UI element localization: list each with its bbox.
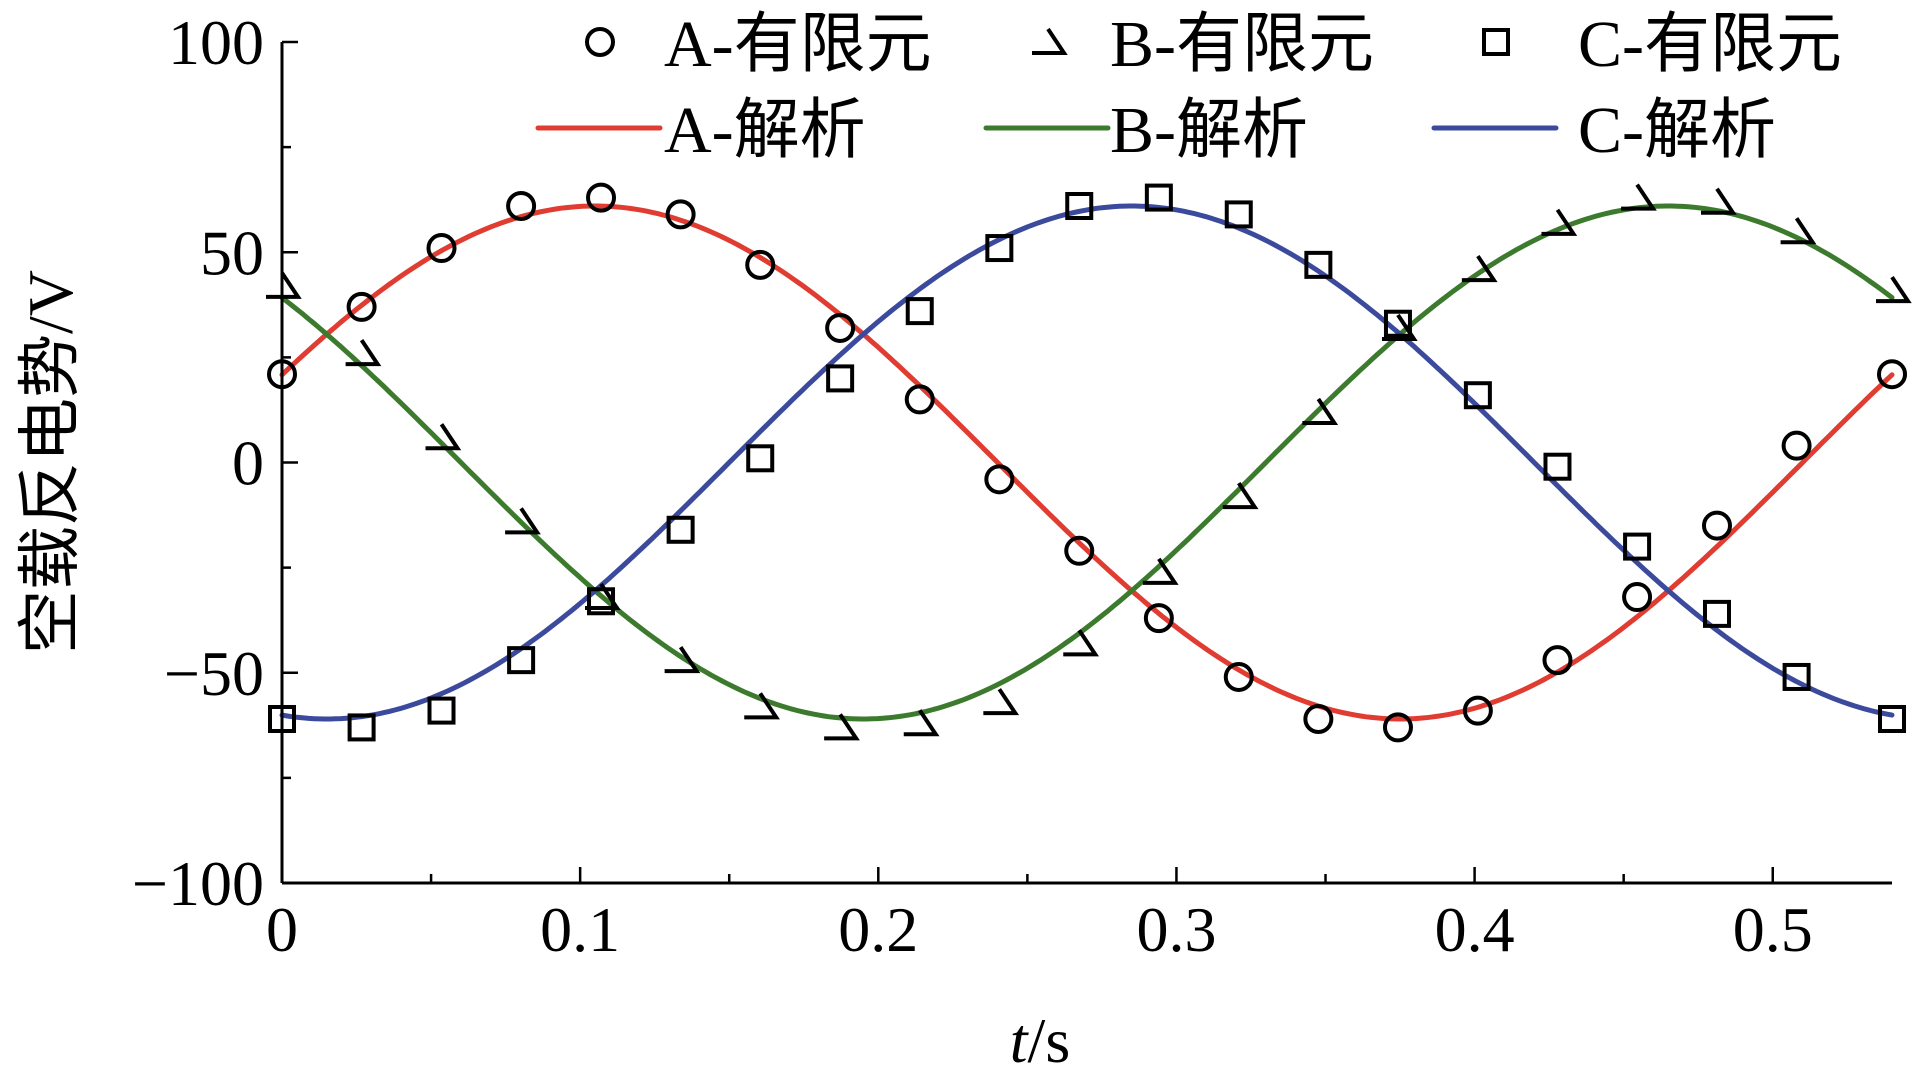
marker-c-fem bbox=[1543, 452, 1572, 481]
marker-a-fem bbox=[745, 249, 776, 280]
marker-b-fem bbox=[1541, 208, 1578, 236]
marker-a-fem bbox=[665, 199, 696, 230]
marker-b-fem bbox=[983, 688, 1020, 716]
axes bbox=[280, 42, 1892, 885]
marker-c-fem bbox=[1702, 599, 1731, 628]
marker-a-fem bbox=[1143, 603, 1174, 634]
marker-c-fem bbox=[905, 297, 934, 326]
legend-symbol-c-fem bbox=[1482, 28, 1510, 56]
marker-a-fem bbox=[1542, 645, 1573, 676]
legend-label-a-analytic: A-解析 bbox=[664, 94, 866, 167]
marker-a-fem bbox=[1223, 661, 1254, 692]
x-tick-label: 0.2 bbox=[838, 894, 918, 965]
legend-label-b-analytic: B-解析 bbox=[1110, 94, 1308, 167]
marker-a-fem bbox=[346, 291, 377, 322]
marker-c-fem bbox=[347, 713, 376, 742]
marker-a-fem bbox=[1303, 704, 1334, 735]
marker-c-fem bbox=[1304, 250, 1333, 279]
marker-b-fem bbox=[345, 339, 382, 367]
x-tick-label: 0.3 bbox=[1136, 894, 1216, 965]
marker-a-fem bbox=[904, 384, 935, 415]
marker-a-fem bbox=[1701, 510, 1732, 541]
x-tick-label: 0.4 bbox=[1435, 894, 1515, 965]
marker-b-fem bbox=[1700, 187, 1737, 215]
marker-b-fem bbox=[1876, 275, 1912, 304]
marker-b-fem bbox=[585, 582, 621, 611]
y-tick-label: 50 bbox=[200, 217, 264, 288]
legend-label-a-fem: A-有限元 bbox=[664, 8, 932, 81]
ticks bbox=[280, 40, 1774, 885]
marker-a-fem bbox=[586, 182, 617, 213]
marker-a-fem bbox=[1877, 359, 1907, 390]
marker-b-fem bbox=[1302, 397, 1339, 426]
marker-a-fem bbox=[1781, 430, 1812, 461]
marker-b-fem bbox=[664, 646, 701, 674]
y-tick-label: 0 bbox=[232, 428, 264, 499]
curve-a-analytic bbox=[279, 203, 1895, 722]
y-tick-label: −100 bbox=[132, 848, 264, 919]
marker-a-fem bbox=[984, 464, 1015, 495]
tick-labels: 0 0.1 0.2 0.3 0.4 0.5 −100 −50 0 50 100 bbox=[132, 7, 1813, 965]
marker-c-fem bbox=[1623, 532, 1652, 561]
marker-b-fem bbox=[1621, 183, 1657, 211]
y-tick-label: 100 bbox=[168, 7, 264, 78]
marker-c-fem bbox=[1782, 662, 1811, 691]
marker-c-fem bbox=[1224, 200, 1253, 229]
marker-a-fem bbox=[1462, 695, 1493, 726]
marker-b-fem bbox=[1222, 482, 1259, 510]
x-tick-label: 0.1 bbox=[540, 894, 620, 965]
marker-b-fem bbox=[824, 713, 860, 741]
marker-c-fem bbox=[427, 696, 456, 725]
marker-a-fem bbox=[426, 233, 457, 264]
marker-c-fem bbox=[587, 587, 616, 616]
marker-c-fem bbox=[666, 515, 695, 544]
marker-b-fem bbox=[1063, 629, 1099, 657]
x-axis-title-unit: /s bbox=[1028, 1005, 1071, 1076]
legend-symbol-b-fem bbox=[1032, 27, 1068, 55]
marker-c-fem bbox=[507, 646, 536, 675]
fem-markers bbox=[266, 182, 1912, 743]
marker-a-fem bbox=[1064, 535, 1095, 566]
legend-symbol-a-fem bbox=[585, 27, 615, 57]
marker-c-fem bbox=[826, 364, 855, 393]
x-tick-label: 0 bbox=[266, 894, 298, 965]
marker-b-fem bbox=[505, 507, 541, 535]
marker-a-fem bbox=[1622, 582, 1653, 613]
marker-c-fem bbox=[1383, 309, 1412, 338]
marker-b-fem bbox=[903, 709, 940, 737]
marker-b-fem bbox=[1780, 217, 1817, 245]
marker-c-fem bbox=[1144, 183, 1173, 212]
marker-b-fem bbox=[1381, 313, 1418, 341]
marker-c-fem bbox=[1065, 191, 1094, 220]
marker-b-fem bbox=[744, 692, 780, 720]
marker-b-fem bbox=[425, 423, 462, 451]
x-axis-title: t/s bbox=[1010, 1005, 1070, 1076]
x-tick-label: 0.5 bbox=[1733, 894, 1813, 965]
marker-c-fem bbox=[1878, 705, 1906, 734]
y-tick-label: −50 bbox=[164, 638, 264, 709]
marker-c-fem bbox=[985, 234, 1014, 263]
legend-label-c-fem: C-有限元 bbox=[1578, 8, 1842, 81]
marker-c-fem bbox=[746, 444, 775, 473]
x-axis-title-var: t bbox=[1010, 1005, 1030, 1076]
marker-b-fem bbox=[266, 271, 302, 299]
marker-a-fem bbox=[1382, 712, 1413, 743]
marker-c-fem bbox=[1463, 381, 1492, 410]
marker-a-fem bbox=[506, 190, 537, 221]
legend: A-有限元 B-有限元 C-有限元 A-解析 B-解析 C-解析 bbox=[535, 8, 1842, 167]
marker-a-fem bbox=[825, 312, 856, 343]
legend-label-c-analytic: C-解析 bbox=[1578, 94, 1776, 167]
marker-b-fem bbox=[1142, 557, 1179, 585]
y-axis-title: 空载反电势/V bbox=[15, 270, 86, 654]
marker-b-fem bbox=[1461, 254, 1498, 283]
legend-label-b-fem: B-有限元 bbox=[1110, 8, 1374, 81]
